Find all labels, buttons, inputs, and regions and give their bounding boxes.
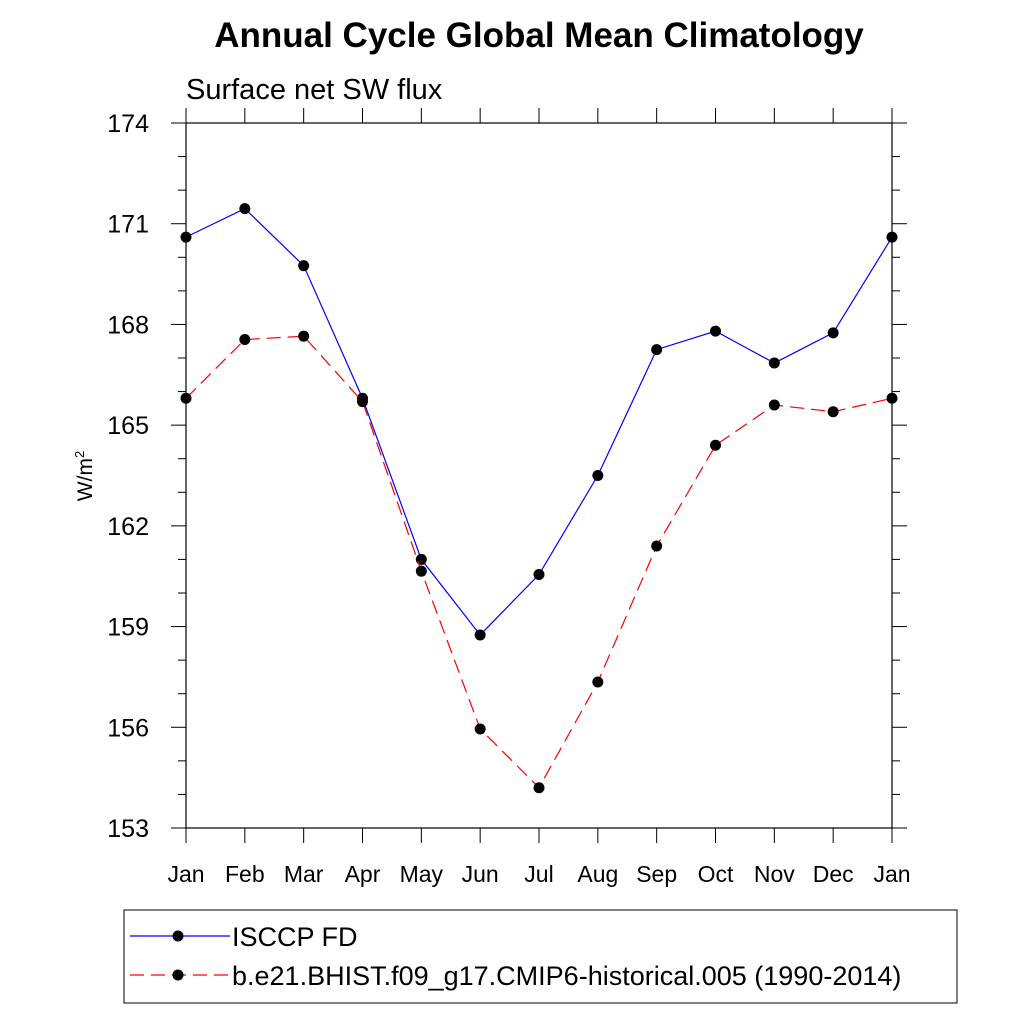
y-ticks: 153 156 159 162 165 168 171 174 <box>107 110 907 843</box>
data-point-0 <box>827 327 839 339</box>
x-tick-label: Oct <box>698 861 734 887</box>
y-axis-label: W/m2 <box>72 451 97 501</box>
y-tick-label: 174 <box>107 110 149 138</box>
legend: ISCCP FD b.e21.BHIST.f09_g17.CMIP6-histo… <box>123 909 958 1004</box>
data-point-0 <box>592 470 604 481</box>
x-tick-label: May <box>400 861 444 887</box>
legend-marker-model <box>172 969 184 981</box>
data-point-0 <box>710 325 721 337</box>
data-point-0 <box>886 231 898 243</box>
x-tick-label: Feb <box>225 861 265 887</box>
data-point-1 <box>592 676 604 688</box>
x-ticks: Jan Feb Mar Apr May Jun Jul Aug Sep Oct Nov Dec Jan <box>167 108 911 887</box>
y-tick-label: 171 <box>107 211 149 239</box>
data-point-1 <box>710 439 721 451</box>
x-tick-label: Mar <box>284 861 324 887</box>
data-point-1 <box>180 392 192 404</box>
data-point-1 <box>768 399 780 411</box>
x-tick-label: Jan <box>873 861 910 887</box>
y-tick-label: 162 <box>107 513 149 541</box>
series-layer <box>180 203 898 794</box>
data-point-0 <box>533 569 545 581</box>
x-tick-label: Jun <box>462 861 499 887</box>
legend-box <box>123 909 958 1004</box>
data-point-0 <box>298 260 310 272</box>
legend-marker-isccp <box>172 930 184 942</box>
data-point-1 <box>533 782 545 794</box>
data-point-0 <box>415 553 427 565</box>
data-point-0 <box>239 203 251 215</box>
x-tick-label: Dec <box>813 861 854 887</box>
x-tick-label: Apr <box>345 861 381 887</box>
x-tick-label: Aug <box>577 861 618 887</box>
data-point-0 <box>180 231 192 243</box>
data-point-1 <box>415 565 427 577</box>
data-point-1 <box>651 540 663 552</box>
y-tick-label: 165 <box>107 412 149 440</box>
x-tick-label: Jan <box>167 861 204 887</box>
x-tick-label: Jul <box>524 861 553 887</box>
data-point-1 <box>886 392 898 404</box>
y-axis-label-text: W/m <box>74 458 97 501</box>
legend-label-isccp: ISCCP FD <box>232 922 358 952</box>
y-axis-label-sup: 2 <box>72 451 87 458</box>
plot-frame <box>185 122 893 829</box>
chart-subtitle: Surface net SW flux <box>186 74 443 106</box>
x-tick-label: Sep <box>636 861 677 887</box>
plot-border <box>185 122 893 829</box>
series-line-1 <box>185 335 893 789</box>
y-tick-label: 156 <box>107 714 149 742</box>
legend-label-model: b.e21.BHIST.f09_g17.CMIP6-historical.005… <box>232 961 901 991</box>
data-point-0 <box>768 357 780 369</box>
data-point-1 <box>827 406 839 418</box>
data-point-1 <box>239 334 251 346</box>
data-point-1 <box>298 330 310 342</box>
x-tick-label: Nov <box>754 861 795 887</box>
y-tick-label: 159 <box>107 614 149 642</box>
data-point-0 <box>651 344 663 356</box>
chart-title: Annual Cycle Global Mean Climatology <box>214 16 864 55</box>
y-tick-label: 168 <box>107 311 149 339</box>
y-tick-label: 153 <box>107 815 149 843</box>
data-point-0 <box>474 629 486 641</box>
data-point-1 <box>357 396 368 408</box>
data-point-1 <box>474 723 486 735</box>
